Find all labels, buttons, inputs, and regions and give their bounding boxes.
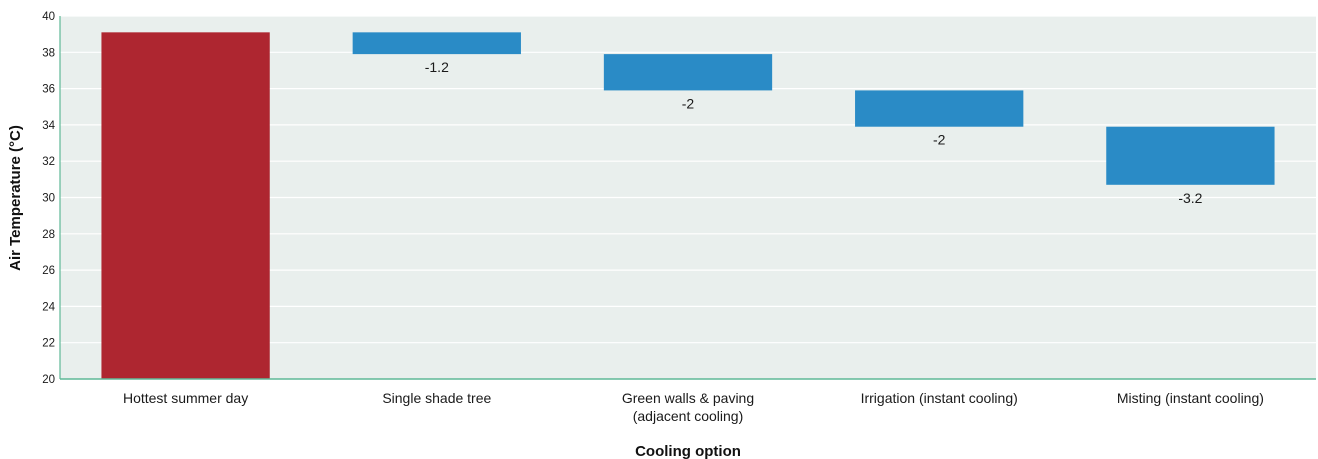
data-labels: -1.2 -2 -2 -3.2 [425, 59, 1203, 206]
bar-decrease [855, 90, 1024, 127]
x-category-label: Misting (instant cooling) [1117, 390, 1264, 406]
y-tick-label: 20 [42, 374, 55, 386]
y-tick-label: 26 [42, 265, 55, 277]
y-tick-label: 24 [42, 301, 55, 313]
y-tick-label: 34 [42, 120, 55, 132]
y-tick-label: 22 [42, 338, 55, 350]
y-tick-label: 30 [42, 193, 55, 205]
y-tick-label: 32 [42, 156, 55, 168]
data-label: -1.2 [425, 59, 449, 75]
x-category-labels: Hottest summer day Single shade tree Green… [123, 390, 1264, 424]
bar-total [101, 32, 270, 380]
x-category-label: Hottest summer day [123, 390, 248, 406]
x-axis-title: Cooling option [635, 443, 741, 459]
x-category-label: (adjacent cooling) [633, 408, 744, 424]
y-tick-label: 38 [42, 47, 55, 59]
x-category-label: Green walls & paving [622, 390, 754, 406]
bars [101, 32, 1275, 380]
bar-decrease [603, 54, 773, 91]
x-category-label: Single shade tree [382, 390, 491, 406]
x-category-label: Irrigation (instant cooling) [861, 390, 1018, 406]
y-axis-title: Air Temperature (°C) [7, 125, 24, 271]
y-tick-label: 36 [42, 84, 55, 96]
bar-decrease [1106, 126, 1275, 185]
data-label: -3.2 [1178, 190, 1202, 206]
data-label: -2 [933, 132, 946, 148]
y-tick-labels: 20 22 24 26 28 30 32 34 36 38 40 [42, 11, 55, 386]
y-tick-label: 28 [42, 229, 55, 241]
y-tick-label: 40 [42, 11, 55, 23]
bar-decrease [352, 32, 521, 55]
data-label: -2 [682, 95, 695, 111]
